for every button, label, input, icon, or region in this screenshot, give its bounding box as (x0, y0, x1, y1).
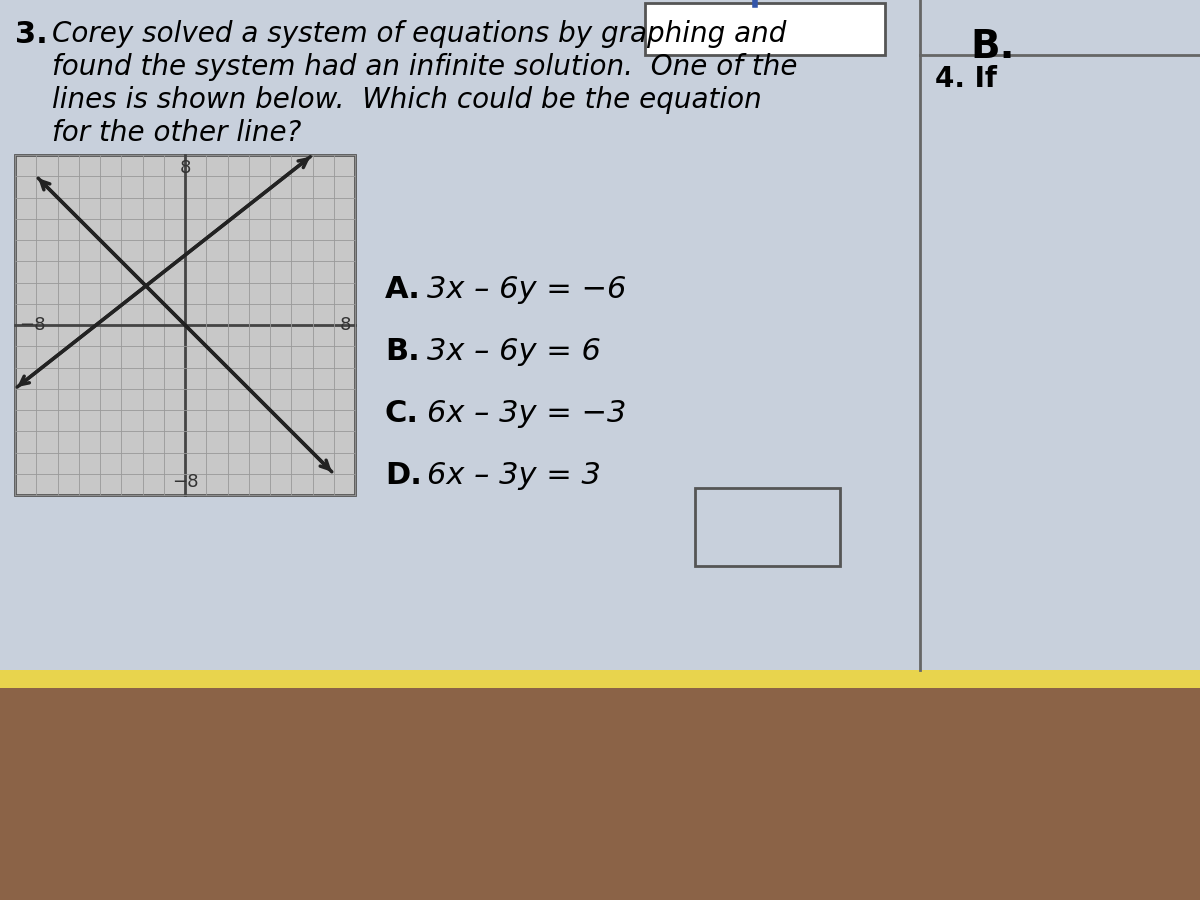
Text: B.: B. (385, 337, 420, 366)
Text: lines is shown below.  Which could be the equation: lines is shown below. Which could be the… (52, 86, 762, 114)
Bar (695, 488, 840, 566)
Bar (646, 3, 886, 55)
Bar (0, 0, 1200, 678)
Text: found the system had an infinite solution.  One of the: found the system had an infinite solutio… (52, 53, 798, 81)
Text: C.: C. (385, 399, 419, 428)
Text: Corey solved a system of equations by graphing and: Corey solved a system of equations by gr… (52, 20, 786, 48)
Text: 3x – 6y = −6: 3x – 6y = −6 (427, 275, 626, 304)
Bar (0, 688, 1200, 900)
Text: −8: −8 (172, 473, 198, 491)
Text: 8: 8 (340, 316, 352, 334)
Text: −8: −8 (19, 316, 46, 334)
Text: for the other line?: for the other line? (52, 119, 301, 147)
Text: 4. If: 4. If (935, 65, 997, 93)
Text: 3x – 6y = 6: 3x – 6y = 6 (427, 337, 601, 366)
Text: B.: B. (970, 28, 1014, 66)
Bar (0, 670, 1200, 688)
Text: 3.: 3. (14, 20, 48, 49)
Bar (14, 155, 355, 495)
Text: A.: A. (385, 275, 421, 304)
Text: 8: 8 (179, 159, 191, 177)
Text: D.: D. (385, 461, 422, 490)
Text: 6x – 3y = −3: 6x – 3y = −3 (427, 399, 626, 428)
Text: 6x – 3y = 3: 6x – 3y = 3 (427, 461, 601, 490)
